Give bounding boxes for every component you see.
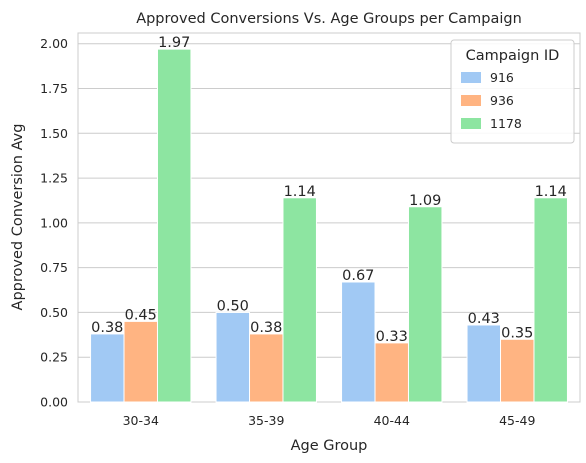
y-tick-label: 1.00 <box>40 215 68 230</box>
data-label: 0.67 <box>342 268 374 284</box>
x-axis-label: Age Group <box>291 438 368 454</box>
data-label: 1.14 <box>535 184 567 200</box>
data-label: 0.43 <box>468 311 500 327</box>
legend-box <box>450 39 575 144</box>
data-label: 0.33 <box>376 329 408 345</box>
bar-936-40-44 <box>374 342 409 403</box>
data-label: 1.97 <box>158 35 190 51</box>
y-tick-label: 0.00 <box>40 395 68 410</box>
bar-916-35-39 <box>215 311 251 403</box>
legend-swatch-936 <box>461 95 481 106</box>
y-tick-label: 1.25 <box>40 171 68 186</box>
legend-label: 916 <box>490 70 514 85</box>
y-tick-label: 1.75 <box>40 81 68 96</box>
bar-916-40-44 <box>341 281 376 403</box>
legend-swatch-916 <box>461 72 481 83</box>
y-tick-label: 0.50 <box>40 305 68 320</box>
x-tick-label: 45-49 <box>499 413 535 428</box>
y-tick-label: 1.50 <box>40 126 68 141</box>
bar-1178-30-34 <box>156 48 192 403</box>
plot-frame <box>77 32 581 403</box>
data-label: 1.14 <box>284 184 316 200</box>
bar-916-30-34 <box>90 333 125 403</box>
x-tick-label: 40-44 <box>374 413 410 428</box>
bar-1178-45-49 <box>533 197 568 403</box>
bar-916-45-49 <box>466 324 502 403</box>
data-label: 1.09 <box>409 193 441 209</box>
bar-936-30-34 <box>123 320 158 403</box>
legend: Campaign ID 916 936 1178 <box>450 39 575 144</box>
legend-label: 936 <box>490 93 514 108</box>
bars <box>90 48 568 403</box>
bar-1178-40-44 <box>407 206 443 403</box>
bar-936-45-49 <box>500 338 535 403</box>
data-labels: 0.380.451.970.500.381.140.670.331.090.43… <box>91 35 567 345</box>
bar-1178-35-39 <box>282 197 317 403</box>
chart-title: Approved Conversions Vs. Age Groups per … <box>136 11 522 27</box>
data-label: 0.38 <box>250 320 282 336</box>
x-tick-label: 35-39 <box>248 413 284 428</box>
y-tick-label: 2.00 <box>40 36 68 51</box>
y-tick-label: 0.25 <box>40 350 68 365</box>
data-label: 0.50 <box>217 298 249 314</box>
data-label: 0.45 <box>125 307 157 323</box>
data-label: 0.35 <box>501 325 533 341</box>
legend-swatch-1178 <box>461 118 481 129</box>
y-axis-ticks: 0.00 0.25 0.50 0.75 1.00 1.25 1.50 1.75 2.00 <box>40 36 68 409</box>
bar-936-35-39 <box>249 333 284 403</box>
y-tick-label: 0.75 <box>40 260 68 275</box>
data-label: 0.38 <box>91 320 123 336</box>
x-axis-ticks: 30-34 35-39 40-44 45-49 <box>123 413 536 428</box>
x-tick-label: 30-34 <box>123 413 159 428</box>
y-axis-label: Approved Conversion Avg <box>10 124 26 311</box>
legend-label: 1178 <box>490 116 522 131</box>
legend-title: Campaign ID <box>466 48 560 64</box>
